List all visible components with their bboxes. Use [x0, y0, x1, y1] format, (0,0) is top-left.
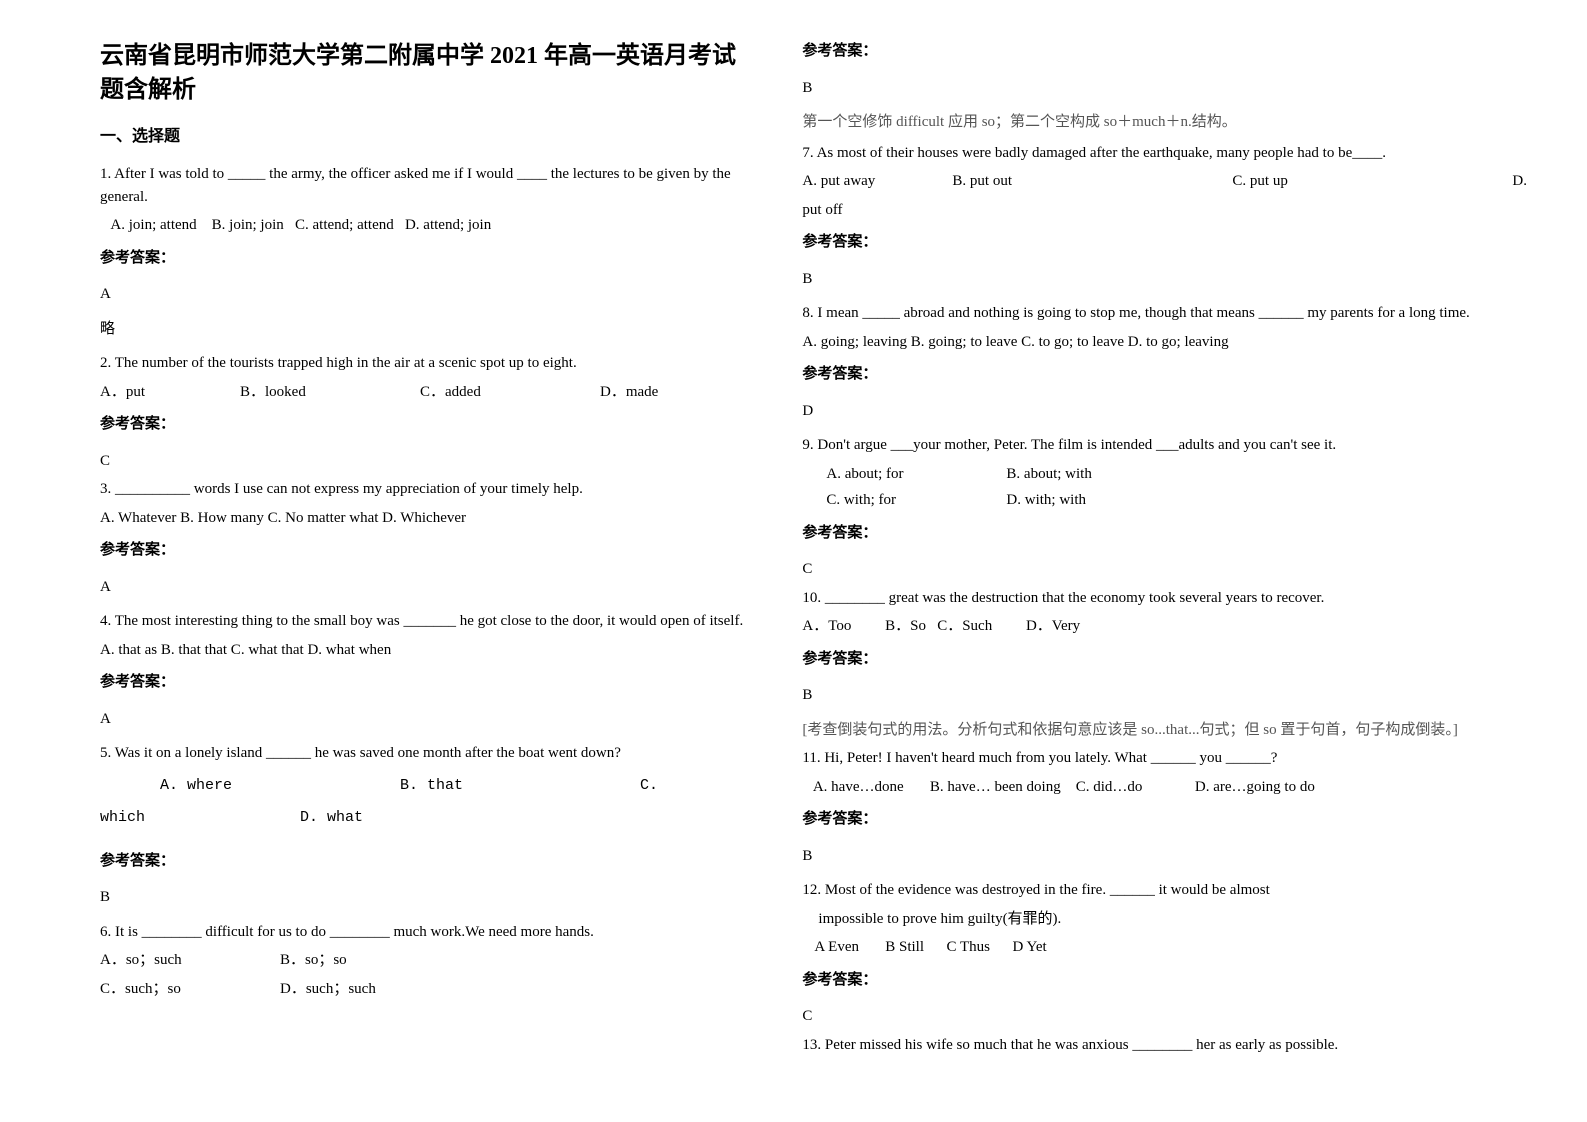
- q6-opt-a: A．so；such: [100, 949, 280, 972]
- question-7: 7. As most of their houses were badly da…: [802, 142, 1527, 165]
- q5-opt-c: C.: [640, 775, 658, 798]
- question-4-options: A. that as B. that that C. what that D. …: [100, 639, 762, 662]
- answer-label: 参考答案：: [100, 413, 762, 436]
- question-11: 11. Hi, Peter! I haven't heard much from…: [802, 747, 1527, 770]
- question-5-options-row1: A. where B. that C.: [100, 775, 762, 798]
- q9-opt-a: A. about; for: [826, 463, 1006, 486]
- question-1-note: 略: [100, 318, 762, 341]
- question-5-options-row2: which D. what: [100, 807, 762, 830]
- question-5: 5. Was it on a lonely island ______ he w…: [100, 742, 762, 765]
- exam-title: 云南省昆明市师范大学第二附属中学 2021 年高一英语月考试 题含解析: [100, 40, 762, 107]
- question-7-options: A. put away B. put out C. put up D.: [802, 170, 1527, 193]
- question-7-answer: B: [802, 268, 1527, 291]
- q9-opt-b: B. about; with: [1006, 463, 1091, 486]
- question-8: 8. I mean _____ abroad and nothing is go…: [802, 302, 1527, 325]
- q7-opt-a: A. put away: [802, 170, 952, 193]
- q6-opt-c: C．such；so: [100, 978, 280, 1001]
- question-2-options: A．put B．looked C．added D．made: [100, 381, 762, 404]
- q7-opt-b: B. put out: [952, 170, 1232, 193]
- question-1: 1. After I was told to _____ the army, t…: [100, 163, 762, 208]
- q5-opt-b: B. that: [400, 775, 640, 798]
- question-12-options: A Even B Still C Thus D Yet: [802, 936, 1527, 959]
- q2-opt-b: B．looked: [240, 381, 420, 404]
- question-1-answer: A: [100, 283, 762, 306]
- question-9-options-row1: A. about; for B. about; with: [802, 463, 1527, 486]
- question-10: 10. ________ great was the destruction t…: [802, 587, 1527, 610]
- question-11-answer: B: [802, 845, 1527, 868]
- q5-opt-a: A. where: [160, 775, 400, 798]
- answer-label: 参考答案：: [802, 40, 1527, 63]
- question-6-options-row2: C．such；so D．such；such: [100, 978, 762, 1001]
- question-6: 6. It is ________ difficult for us to do…: [100, 921, 762, 944]
- question-6-answer: B: [802, 77, 1527, 100]
- q2-opt-c: C．added: [420, 381, 600, 404]
- question-5-answer: B: [100, 886, 762, 909]
- question-12-answer: C: [802, 1005, 1527, 1028]
- question-12-line2: impossible to prove him guilty(有罪的).: [802, 908, 1527, 931]
- q5-opt-d: D. what: [300, 807, 363, 830]
- question-9: 9. Don't argue ___your mother, Peter. Th…: [802, 434, 1527, 457]
- question-10-note: [考查倒装句式的用法。分析句式和依据句意应该是 so...that...句式；但…: [802, 719, 1527, 742]
- q2-opt-a: A．put: [100, 381, 240, 404]
- question-2: 2. The number of the tourists trapped hi…: [100, 352, 762, 375]
- answer-label: 参考答案：: [100, 671, 762, 694]
- question-6-note: 第一个空修饰 difficult 应用 so；第二个空构成 so＋much＋n.…: [802, 111, 1527, 134]
- question-12-line1: 12. Most of the evidence was destroyed i…: [802, 879, 1527, 902]
- title-line-1: 云南省昆明市师范大学第二附属中学 2021 年高一英语月考试: [100, 43, 736, 69]
- q7-opt-d: D.: [1512, 170, 1527, 193]
- exam-page: 云南省昆明市师范大学第二附属中学 2021 年高一英语月考试 题含解析 一、选择…: [0, 0, 1587, 1122]
- answer-label: 参考答案：: [802, 648, 1527, 671]
- answer-label: 参考答案：: [802, 363, 1527, 386]
- question-10-options: A．Too B．So C．Such D．Very: [802, 615, 1527, 638]
- answer-label: 参考答案：: [100, 539, 762, 562]
- answer-label: 参考答案：: [802, 522, 1527, 545]
- answer-label: 参考答案：: [802, 231, 1527, 254]
- q6-opt-d: D．such；such: [280, 978, 376, 1001]
- question-4: 4. The most interesting thing to the sma…: [100, 610, 762, 633]
- q5-which: which: [100, 807, 300, 830]
- q9-opt-c: C. with; for: [826, 489, 1006, 512]
- section-heading-1: 一、选择题: [100, 125, 762, 149]
- answer-label: 参考答案：: [802, 808, 1527, 831]
- q7-line2: put off: [802, 199, 1527, 222]
- question-3-answer: A: [100, 576, 762, 599]
- answer-label: 参考答案：: [100, 247, 762, 270]
- question-4-answer: A: [100, 708, 762, 731]
- q2-opt-d: D．made: [600, 381, 658, 404]
- question-9-options-row2: C. with; for D. with; with: [802, 489, 1527, 512]
- answer-label: 参考答案：: [100, 850, 762, 873]
- left-column: 云南省昆明市师范大学第二附属中学 2021 年高一英语月考试 题含解析 一、选择…: [100, 40, 792, 1102]
- question-3: 3. __________ words I use can not expres…: [100, 478, 762, 501]
- q9-opt-d: D. with; with: [1006, 489, 1086, 512]
- right-column: 参考答案： B 第一个空修饰 difficult 应用 so；第二个空构成 so…: [792, 40, 1527, 1102]
- answer-label: 参考答案：: [802, 969, 1527, 992]
- question-1-options: A. join; attend B. join; join C. attend;…: [100, 214, 762, 237]
- q7-opt-c: C. put up: [1232, 170, 1512, 193]
- question-13: 13. Peter missed his wife so much that h…: [802, 1034, 1527, 1057]
- question-2-answer: C: [100, 450, 762, 473]
- question-10-answer: B: [802, 684, 1527, 707]
- question-8-options: A. going; leaving B. going; to leave C. …: [802, 331, 1527, 354]
- question-6-options-row1: A．so；such B．so；so: [100, 949, 762, 972]
- question-8-answer: D: [802, 400, 1527, 423]
- question-11-options: A. have…done B. have… been doing C. did……: [802, 776, 1527, 799]
- question-3-options: A. Whatever B. How many C. No matter wha…: [100, 507, 762, 530]
- question-9-answer: C: [802, 558, 1527, 581]
- q6-opt-b: B．so；so: [280, 949, 347, 972]
- title-line-2: 题含解析: [100, 77, 196, 103]
